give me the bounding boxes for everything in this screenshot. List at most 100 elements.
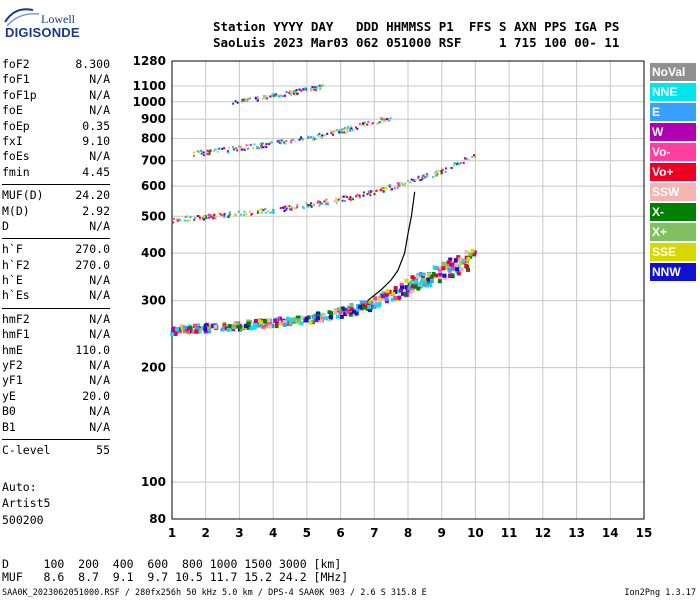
- trace-point: [239, 145, 242, 148]
- trace-point: [393, 286, 398, 291]
- trace-point: [311, 203, 314, 206]
- trace-point: [344, 195, 347, 198]
- param-row: D N/A: [2, 219, 110, 234]
- y-tick-label: 600: [141, 179, 166, 193]
- param-name: h`F: [2, 242, 23, 257]
- param-name: foF1p: [2, 87, 37, 102]
- trace-point: [378, 121, 381, 124]
- trace-point: [456, 162, 459, 165]
- trace-point: [246, 321, 251, 326]
- logo-swoosh-icon: [4, 8, 40, 27]
- trace-point: [203, 327, 208, 332]
- trace-point: [263, 145, 266, 148]
- trace-point: [444, 170, 447, 173]
- param-row: yF2 N/A: [2, 358, 110, 373]
- trace-point: [383, 118, 386, 121]
- trace-point: [404, 182, 407, 185]
- trace-point: [320, 202, 323, 205]
- trace-point: [209, 214, 212, 217]
- trace-point: [264, 211, 267, 214]
- trace-point: [416, 177, 419, 180]
- trace-point: [249, 325, 254, 330]
- trace-point: [256, 211, 259, 214]
- trace-point: [319, 86, 322, 89]
- param-name: hmE: [2, 342, 23, 357]
- trace-point: [369, 191, 372, 194]
- trace-point: [267, 321, 272, 326]
- trace-point: [236, 101, 239, 104]
- trace-point: [455, 163, 458, 166]
- trace-point: [399, 282, 404, 287]
- param-value: N/A: [89, 218, 110, 233]
- trace-point: [405, 288, 410, 293]
- param-row: foEs N/A: [2, 149, 110, 164]
- trace-point: [464, 250, 469, 255]
- param-name: foE: [2, 103, 23, 118]
- trace-point: [310, 204, 313, 207]
- trace-point: [306, 205, 309, 208]
- trace-point: [340, 131, 343, 134]
- trace-point: [313, 88, 316, 91]
- trace-point: [468, 254, 473, 259]
- trace-point: [362, 194, 365, 197]
- trace-point: [261, 142, 264, 145]
- trace-point: [370, 301, 375, 306]
- trace-point: [257, 209, 260, 212]
- trace-point: [427, 273, 432, 278]
- trace-point: [245, 144, 248, 147]
- trace-point: [458, 261, 463, 266]
- trace-point: [338, 131, 341, 134]
- trace-point: [289, 318, 294, 323]
- param-value: 0.35: [82, 118, 110, 133]
- trace-point: [382, 187, 385, 190]
- trace-point: [413, 284, 418, 289]
- trace-point: [409, 280, 414, 285]
- trace-point: [192, 154, 195, 157]
- param-row: M(D) 2.92: [2, 204, 110, 219]
- trace-point: [350, 196, 353, 199]
- trace-point: [422, 279, 427, 284]
- trace-point: [366, 123, 369, 126]
- trace-point: [284, 142, 287, 145]
- trace-point: [272, 208, 275, 211]
- auto-artist: Artist5: [2, 496, 51, 511]
- param-name: fmin: [2, 164, 30, 179]
- param-name: foF2: [2, 57, 30, 71]
- trace-point: [325, 198, 328, 201]
- trace-point: [217, 148, 220, 151]
- y-tick-label: 400: [141, 246, 166, 260]
- x-tick-label: 7: [370, 526, 378, 540]
- trace-point: [227, 324, 232, 329]
- trace-point: [447, 267, 452, 272]
- trace-point: [184, 216, 187, 219]
- trace-point: [305, 87, 308, 90]
- trace-point: [371, 122, 374, 125]
- trace-point: [370, 190, 373, 193]
- trace-point: [370, 123, 373, 126]
- trace-point: [274, 324, 279, 329]
- x-tick-label: 2: [202, 526, 210, 540]
- trace-point: [435, 174, 438, 177]
- trace-point: [314, 86, 317, 89]
- trace-point: [401, 183, 404, 186]
- trace-point: [205, 217, 208, 220]
- trace-point: [341, 128, 344, 131]
- trace-point: [243, 149, 246, 152]
- trace-point: [312, 85, 315, 88]
- trace-point: [407, 180, 410, 183]
- trace-point: [320, 85, 323, 88]
- trace-point: [202, 154, 205, 157]
- trace-point: [208, 216, 211, 219]
- muf-distance-table: D 100 200 400 600 800 1000 1500 3000 [km…: [2, 558, 348, 584]
- trace-point: [463, 157, 466, 160]
- legend-item-nnw: NNW: [650, 263, 696, 281]
- param-row: hmE 110.0: [2, 343, 110, 358]
- trace-point: [384, 299, 389, 304]
- trace-point: [341, 129, 344, 132]
- trace-point: [456, 263, 461, 268]
- trace-point: [208, 153, 211, 156]
- trace-point: [315, 311, 320, 316]
- legend-item-e: E: [650, 103, 696, 121]
- trace-point: [309, 202, 312, 205]
- trace-point: [252, 321, 257, 326]
